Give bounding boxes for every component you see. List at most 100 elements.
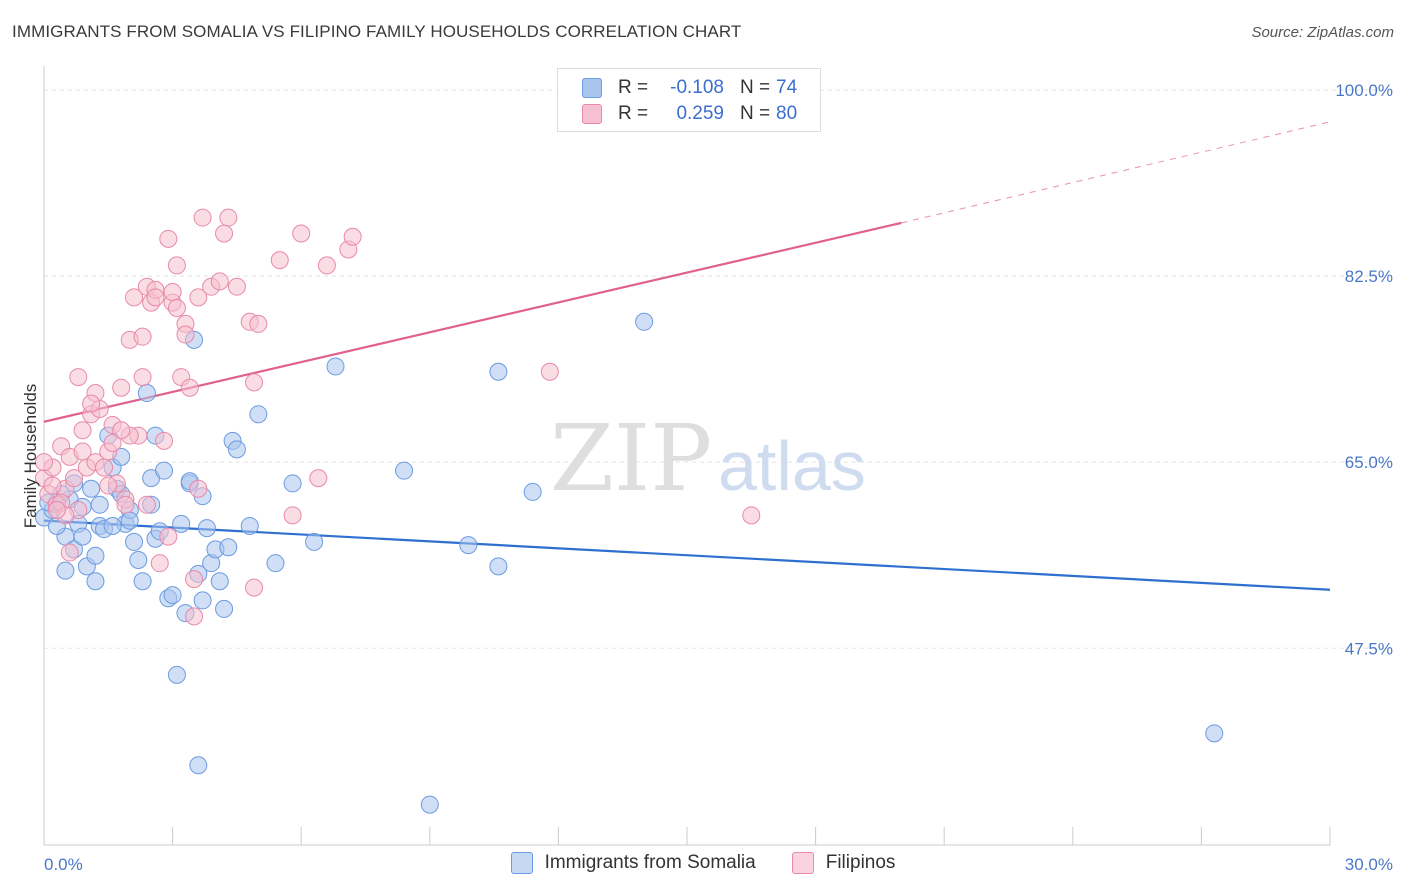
somalia-point [420,795,439,814]
correlation-legend: R = -0.108 N = 74 R = 0.259 N = 80 [557,68,821,132]
filipino-point [270,251,289,270]
somalia-point [163,586,182,605]
filipino-point [180,378,199,397]
filipino-point [167,256,186,275]
somalia-point [489,362,508,381]
filipino-point [112,378,131,397]
legend-row-filipinos: R = 0.259 N = 80 [582,102,797,126]
legend-n-label: N = [740,77,771,98]
somalia-point [56,561,75,580]
filipino-point [185,570,204,589]
filipino-point [95,458,114,477]
somalia-point [197,519,216,538]
filipino-point [65,469,84,488]
data-points [35,208,1224,814]
legend-n-value: 74 [776,77,798,98]
filipino-point [155,431,174,450]
filipino-point [125,288,144,307]
grid [44,89,1393,649]
somalia-point [189,756,208,775]
somalia-trend-line [43,519,1331,591]
somalia-point [103,516,122,535]
filipino-point [43,476,62,495]
somalia-point [215,599,234,618]
somalia-point [459,536,478,555]
filipino-point [309,469,328,488]
filipino-point [73,442,92,461]
trend-lines [43,121,1331,591]
somalia-point [86,572,105,591]
filipino-point [163,283,182,302]
filipino-point [176,325,195,344]
somalia-point [133,572,152,591]
filipino-point [69,368,88,387]
x-tick-label-min: 0.0% [44,855,83,874]
somalia-point [326,357,345,376]
somalia-point [227,440,246,459]
somalia-point [120,511,139,530]
filipino-point [540,362,559,381]
legend-n-label: N = [740,103,771,124]
somalia-point [193,591,212,610]
series-legend: Immigrants from Somalia Filipinos [0,852,1406,874]
filipino-point [193,208,212,227]
y-axis-label: Family Households [21,384,40,529]
filipino-point [159,527,178,546]
source-label: Source: ZipAtlas.com [1251,24,1394,41]
legend-item-somalia[interactable]: Immigrants from Somalia [510,852,756,874]
legend-n-value: 80 [776,103,798,124]
somalia-point [129,550,148,569]
filipino-point [219,208,238,227]
y-tick-label: 100.0% [1335,81,1393,100]
somalia-point [523,482,542,501]
filipino-point [159,229,178,248]
filipino-point [189,288,208,307]
filipino-point [742,506,761,525]
somalia-point [210,572,229,591]
legend-label-somalia: Immigrants from Somalia [544,852,756,873]
somalia-point [137,384,156,403]
y-tick-labels: 47.5% 65.0% 82.5% 100.0% [1335,81,1393,658]
somalia-point [90,495,109,514]
somalia-point [240,516,259,535]
legend-r-label: R = [618,77,649,98]
filipino-point [210,272,229,291]
filipino-point [133,327,152,346]
somalia-point [125,532,144,551]
filipino-trend-line [43,221,902,423]
legend-r-value: 0.259 [676,103,724,124]
legend-label-filipinos: Filipinos [825,852,896,873]
filipino-point [292,224,311,243]
filipino-point [185,607,204,626]
filipino-point [35,453,53,472]
somalia-point [283,474,302,493]
filipino-point [317,256,336,275]
somalia-point [167,665,186,684]
filipino-point [99,476,118,495]
filipino-point [60,543,79,562]
watermark-atlas: atlas [718,427,866,505]
filipino-point [189,479,208,498]
somalia-point [219,538,238,557]
filipino-point [215,224,234,243]
legend-item-filipinos[interactable]: Filipinos [791,852,896,874]
legend-r-label: R = [618,103,649,124]
filipino-point [227,277,246,296]
filipino-point [116,495,135,514]
watermark-zip: ZIP [550,405,712,512]
somalia-point [249,405,268,424]
legend-swatch-filipinos [791,852,814,874]
chart-title: IMMIGRANTS FROM SOMALIA VS FILIPINO FAMI… [12,22,742,41]
filipino-trend-extension [901,121,1331,224]
filipino-point [82,394,101,413]
filipino-point [133,368,152,387]
watermark: ZIP atlas [550,405,866,512]
filipino-point [245,578,264,597]
filipino-point [343,227,362,246]
filipino-point [167,298,186,317]
somalia-point [172,514,191,533]
y-tick-label: 47.5% [1345,639,1393,658]
y-tick-label: 82.5% [1345,267,1393,286]
somalia-point [266,554,285,573]
